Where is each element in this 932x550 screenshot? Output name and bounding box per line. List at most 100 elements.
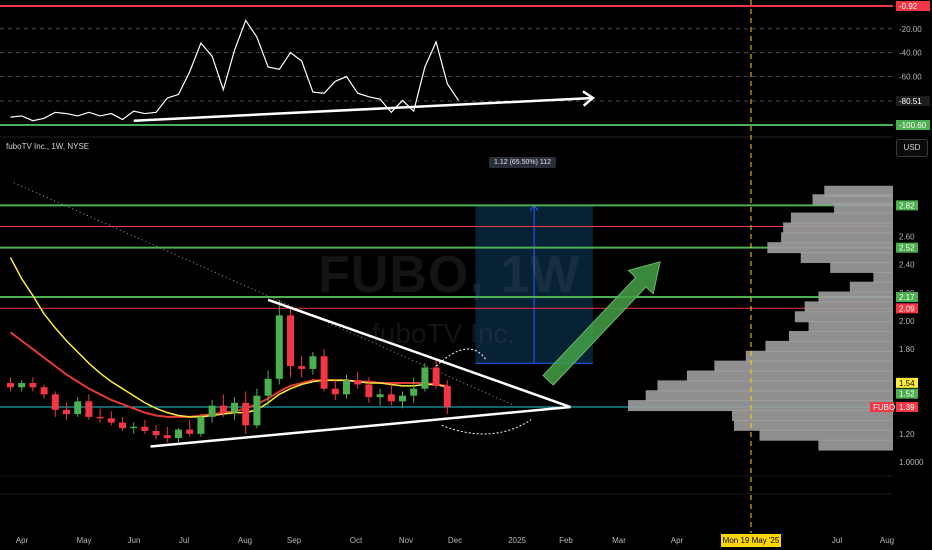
- candle-body: [18, 383, 26, 388]
- candle-body: [421, 367, 429, 389]
- candle-body: [253, 395, 261, 426]
- measure-label: 1.12 (65.50%) 112: [489, 157, 557, 168]
- volume-profile-bar: [783, 222, 893, 234]
- volume-profile-bar: [824, 185, 893, 197]
- triangle-upper-line: [267, 298, 571, 409]
- volume-profile-bar: [781, 232, 893, 244]
- candle-body: [287, 315, 294, 367]
- watermark-name: fuboTV Inc.: [372, 318, 516, 349]
- time-tick-Jul: Jul: [179, 536, 189, 545]
- candle-body: [163, 435, 171, 439]
- candle-body: [119, 422, 126, 429]
- price-tag-1.52: 1.52: [899, 390, 915, 399]
- time-cursor-tag-bg: [721, 534, 781, 547]
- volume-profile-bar: [734, 419, 893, 431]
- price-tag-bg-1.39: [896, 402, 918, 413]
- price-tag-bg-1.52: [896, 388, 918, 399]
- volume-profile-bar: [645, 390, 893, 402]
- volume-profile-bar: [873, 271, 893, 283]
- volume-profile-bar: [794, 311, 893, 323]
- volume-profile-bar: [830, 261, 893, 273]
- time-cursor-tag: Mon 19 May '25: [723, 536, 780, 545]
- candle-body: [29, 383, 37, 388]
- triangle-lower-line: [150, 405, 571, 448]
- candle-body: [264, 378, 272, 396]
- oscillator-tag-bg-4: [896, 96, 930, 107]
- time-tick-Aug: Aug: [880, 536, 894, 545]
- price-tag-bg-1.54: [896, 377, 918, 388]
- candle-body: [63, 409, 70, 415]
- oscillator-tick-0: -0.92: [899, 2, 918, 11]
- candle-body: [152, 430, 160, 436]
- projection-arrow: [542, 261, 661, 386]
- candle-body: [365, 384, 373, 398]
- price-tick-1.0000: 1.0000: [899, 458, 924, 467]
- time-tick-Apr: Apr: [16, 536, 29, 545]
- oscillator-tick-3: -60.00: [899, 73, 922, 82]
- candle-body: [376, 394, 384, 398]
- candle-body: [343, 380, 350, 395]
- level-tag-bg-2.09: [896, 303, 918, 314]
- price-tick-2.40: 2.40: [899, 261, 915, 270]
- candle-body: [141, 426, 149, 431]
- level-tag-2.82: 2.82: [899, 201, 915, 210]
- volume-profile-bar: [759, 429, 893, 441]
- volume-profile-bar: [657, 380, 893, 392]
- level-tag-2.52: 2.52: [899, 244, 915, 253]
- candle-body: [242, 402, 250, 426]
- time-tick-Nov: Nov: [399, 536, 413, 545]
- time-tick-Sep: Sep: [287, 536, 302, 545]
- volume-profile-bar: [714, 360, 893, 372]
- time-tick-Dec: Dec: [448, 536, 462, 545]
- dotted-trendline: [13, 182, 515, 407]
- oscillator-tick-1: -20.00: [899, 25, 922, 34]
- oscillator-tick-5: -100.60: [899, 121, 927, 130]
- price-tag-1.39: 1.39: [899, 403, 915, 412]
- candle-body: [130, 426, 138, 429]
- volume-profile-bar: [812, 194, 893, 206]
- symbol-title: fuboTV Inc., 1W, NYSE: [6, 142, 90, 151]
- volume-profile-bar: [732, 409, 893, 421]
- time-tick-2025: 2025: [508, 536, 526, 545]
- volume-profile-bar: [808, 321, 893, 333]
- candle-body: [399, 395, 406, 402]
- time-tick-Jul: Jul: [832, 536, 842, 545]
- time-tick-May: May: [76, 536, 91, 545]
- level-tag-2.17: 2.17: [899, 293, 915, 302]
- volume-profile-bar: [788, 331, 893, 343]
- volume-profile-bar: [745, 350, 893, 362]
- highlight-arc-bottom: [441, 419, 532, 435]
- currency-button[interactable]: USD: [896, 139, 928, 157]
- volume-profile-bar: [686, 370, 893, 382]
- ticker-tag-bg: [870, 402, 894, 413]
- time-tick-Mar: Mar: [612, 536, 626, 545]
- candle-body: [51, 394, 59, 410]
- oscillator-tag-bg-0: [896, 1, 930, 11]
- time-tick-Oct: Oct: [350, 536, 363, 545]
- oscillator-tag-bg-5: [896, 120, 930, 130]
- candle-body: [410, 388, 418, 396]
- candle-body: [107, 418, 115, 423]
- oscillator-tick-2: -40.00: [899, 49, 922, 58]
- level-tag-bg-2.52: [896, 242, 918, 253]
- level-tag-bg-2.82: [896, 200, 918, 211]
- candle-body: [443, 385, 451, 408]
- oscillator-trendline: [133, 96, 593, 122]
- candle-body: [175, 429, 182, 439]
- time-tick-Feb: Feb: [559, 536, 573, 545]
- level-tag-2.09: 2.09: [899, 304, 915, 313]
- volume-profile-bar: [765, 340, 893, 352]
- candle-body: [85, 401, 93, 417]
- candle-body: [96, 416, 104, 419]
- watermark-ticker: FUBO, 1W: [318, 246, 581, 304]
- volume-profile-bar: [800, 252, 893, 264]
- volume-profile-bar: [790, 212, 893, 224]
- price-tick-2.00: 2.00: [899, 317, 915, 326]
- oscillator-line: [10, 19, 459, 122]
- time-tick-Jun: Jun: [128, 536, 141, 545]
- candle-body: [298, 366, 306, 369]
- candle-body: [7, 383, 14, 388]
- candle-body: [331, 388, 339, 395]
- oscillator-trend-arrowhead: [582, 90, 595, 107]
